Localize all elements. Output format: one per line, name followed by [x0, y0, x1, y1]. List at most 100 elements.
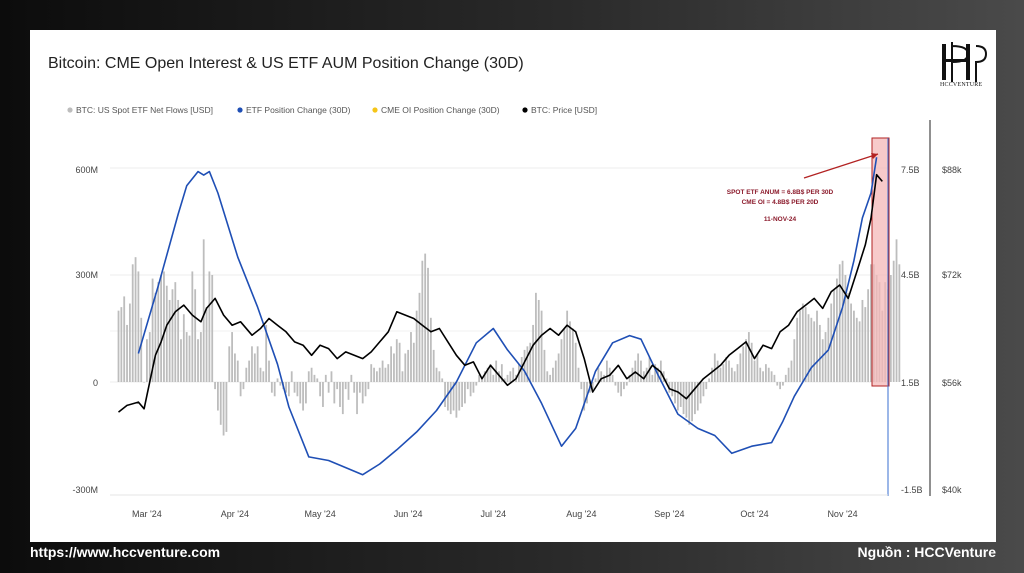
flows-tick-label: 0 — [93, 378, 98, 388]
flow-bar — [810, 317, 813, 382]
flow-bar — [469, 382, 472, 397]
flow-bar — [793, 339, 796, 382]
flow-bar — [591, 382, 594, 390]
flow-bar — [148, 332, 151, 382]
flow-bar — [756, 353, 759, 382]
flow-bar — [850, 303, 852, 382]
flow-bar — [529, 342, 532, 382]
flow-bar — [719, 367, 722, 382]
flow-bar — [765, 364, 767, 382]
x-tick-label: Sep '24 — [654, 509, 684, 519]
flow-bar — [483, 371, 486, 382]
flow-bar — [708, 378, 711, 382]
flow-bar — [586, 382, 588, 404]
flow-bar — [429, 317, 432, 382]
flow-bar — [276, 378, 279, 382]
flow-bar — [713, 353, 716, 382]
flow-bar — [520, 357, 523, 382]
flow-bar — [733, 371, 736, 382]
flow-bar — [475, 382, 478, 386]
flow-bar — [143, 382, 145, 383]
flow-bar — [398, 342, 401, 382]
flow-bar — [268, 360, 270, 382]
flow-bar — [509, 371, 512, 382]
legend-marker — [372, 107, 378, 113]
flow-bar — [231, 332, 233, 382]
flow-bar — [563, 328, 566, 382]
flow-bar — [742, 346, 745, 382]
flow-bar — [151, 278, 154, 382]
flow-bar — [864, 307, 867, 382]
flow-bar — [526, 346, 529, 382]
flow-bar — [393, 353, 395, 382]
flow-bar — [816, 310, 818, 382]
flow-bar — [486, 367, 489, 382]
flow-bar — [168, 299, 171, 382]
flow-bar — [188, 335, 191, 382]
chart-card: Bitcoin: CME Open Interest & US ETF AUM … — [30, 30, 996, 542]
etf-line-group — [137, 157, 878, 476]
flow-bar — [404, 353, 407, 382]
x-tick-label: Oct '24 — [740, 509, 768, 519]
flow-bar — [838, 264, 841, 382]
flow-bar — [265, 324, 268, 382]
x-tick-label: Mar '24 — [132, 509, 162, 519]
flow-bar — [157, 282, 160, 382]
flow-bar — [458, 382, 461, 411]
footer-url[interactable]: https://www.hccventure.com — [30, 544, 221, 560]
flow-bar — [410, 332, 412, 382]
flow-bar — [262, 371, 265, 382]
flows-tick-label: 300M — [75, 270, 98, 280]
flow-bar — [861, 299, 864, 382]
flow-bar — [438, 371, 441, 382]
annotation: SPOT ETF ANUM = 6.8B$ PER 30D CME OI = 4.… — [727, 153, 879, 223]
flow-bar — [239, 382, 242, 397]
flow-bar — [801, 303, 804, 382]
chart-svg: BTC: US Spot ETF Net Flows [USD] ETF Posi… — [67, 105, 962, 519]
flow-bar — [126, 324, 128, 382]
flow-bar — [580, 382, 583, 390]
x-tick-label: Aug '24 — [566, 509, 596, 519]
flow-bar — [620, 382, 622, 397]
flow-bar — [571, 328, 574, 382]
flow-bar — [330, 371, 333, 382]
flow-bar — [642, 371, 645, 382]
annotation-line: CME OI = 4.8B$ PER 20D — [742, 199, 819, 206]
flow-bar — [552, 367, 554, 382]
flow-bar — [401, 371, 404, 382]
flow-bar — [273, 382, 276, 397]
flow-bar — [120, 307, 123, 382]
flow-bar — [833, 289, 835, 382]
flow-bar — [472, 382, 475, 393]
flow-bar — [532, 324, 534, 382]
legend-marker — [237, 107, 243, 113]
flow-bar — [137, 271, 140, 382]
flow-bar — [835, 278, 838, 382]
logo-text: HCCVENTURE — [940, 82, 983, 88]
flows-tick-label: -300M — [72, 485, 98, 495]
flow-bar — [725, 357, 728, 382]
flow-bar — [353, 382, 356, 393]
flow-bar — [623, 382, 625, 390]
flow-bar — [705, 382, 708, 390]
flow-bar — [313, 374, 316, 382]
annotation-line: SPOT ETF ANUM = 6.8B$ PER 30D — [727, 189, 834, 196]
chart-title: Bitcoin: CME Open Interest & US ETF AUM … — [48, 55, 524, 72]
flow-bar — [841, 260, 844, 382]
x-tick-label: Nov '24 — [827, 509, 857, 519]
flow-bar — [824, 332, 827, 382]
flow-bar — [543, 349, 546, 382]
flow-bar — [540, 310, 543, 382]
flow-bar — [344, 382, 347, 390]
flow-bar — [682, 382, 685, 415]
flow-bar — [855, 317, 858, 382]
flow-bar — [259, 367, 262, 382]
flow-bar — [364, 382, 367, 397]
flow-bar — [614, 382, 617, 386]
flow-bar — [199, 332, 202, 382]
position-tick-label: 4.5B — [901, 270, 920, 280]
flow-bar — [205, 307, 208, 382]
price-line-group — [118, 173, 883, 413]
flow-bar — [270, 382, 273, 393]
flow-bar — [373, 367, 375, 382]
